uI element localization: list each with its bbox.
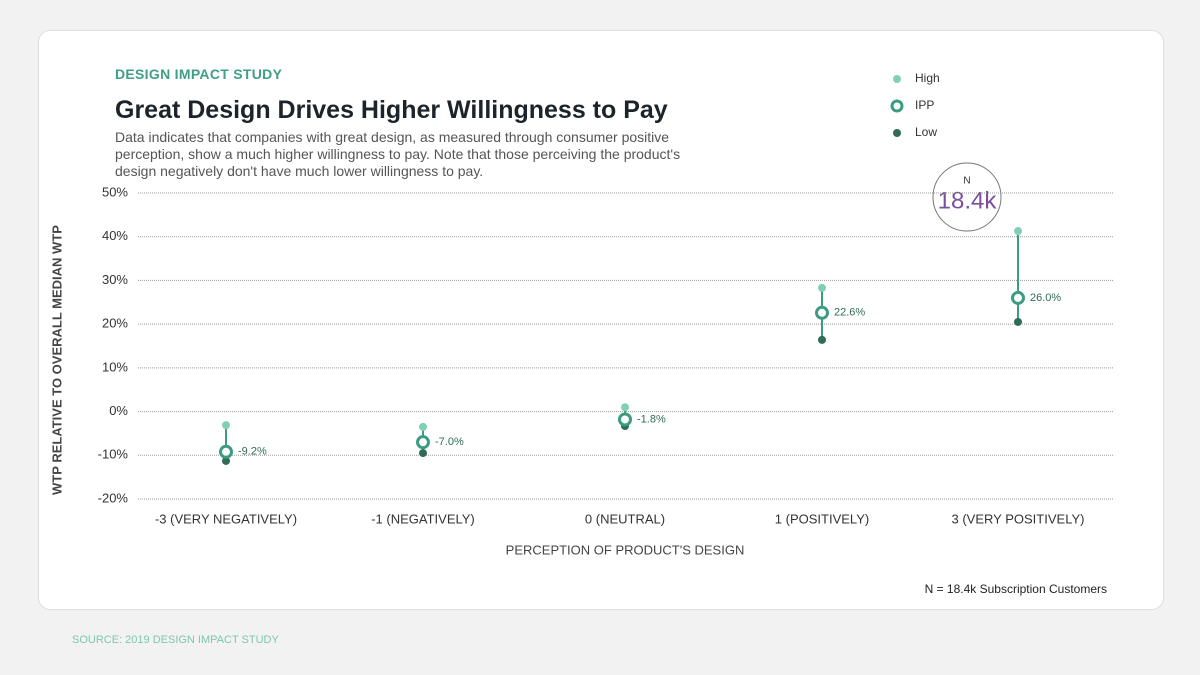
card (38, 30, 1164, 610)
legend-marker (893, 75, 901, 83)
badge (932, 162, 1002, 232)
source: SOURCE: 2019 DESIGN IMPACT STUDY (72, 634, 279, 646)
ipp-dot (815, 305, 829, 320)
y-tick-label: 10% (102, 359, 128, 374)
y-tick-label: 50% (102, 184, 128, 199)
ipp-dot (618, 412, 632, 427)
chart-title: Great Design Drives Higher Willingness t… (115, 96, 668, 124)
high-dot (222, 421, 230, 430)
value-label: -9.2% (238, 446, 267, 458)
y-tick-label: 40% (102, 228, 128, 243)
x-tick-label: 0 (NEUTRAL) (585, 511, 665, 526)
y-axis-label: WTP RELATIVE TO OVERALL MEDIAN WTP (49, 225, 64, 495)
ipp-dot (416, 435, 430, 450)
high-dot (818, 283, 826, 292)
y-tick-label: 20% (102, 316, 128, 331)
x-tick-label: 1 (POSITIVELY) (775, 511, 869, 526)
high-dot (419, 422, 427, 431)
ipp-dot (1011, 290, 1025, 305)
x-axis-label: PERCEPTION OF PRODUCT'S DESIGN (506, 542, 745, 557)
x-tick-label: -3 (VERY NEGATIVELY) (155, 511, 297, 526)
legend-label: Low (915, 125, 937, 139)
value-label: 26.0% (1030, 292, 1061, 304)
y-tick-label: 30% (102, 272, 128, 287)
y-tick-label: 0% (109, 403, 128, 418)
x-tick-label: -1 (NEGATIVELY) (371, 511, 475, 526)
low-dot (818, 335, 826, 344)
footnote: N = 18.4k Subscription Customers (925, 582, 1107, 596)
value-label: 22.6% (834, 307, 865, 319)
legend-marker (890, 99, 904, 113)
chart-subtitle: Data indicates that companies with great… (115, 129, 681, 179)
low-dot (419, 449, 427, 458)
badge-value: 18.4k (938, 187, 998, 214)
low-dot (222, 456, 230, 465)
low-dot (1014, 317, 1022, 326)
y-tick-label: -20% (98, 490, 129, 505)
badge-label: N (963, 176, 970, 187)
value-label: -7.0% (435, 436, 464, 448)
value-label: -1.8% (637, 413, 666, 425)
x-tick-label: 3 (VERY POSITIVELY) (952, 511, 1085, 526)
high-dot (621, 403, 629, 412)
legend-label: High (915, 71, 940, 85)
ipp-dot (219, 444, 233, 459)
kicker: DESIGN IMPACT STUDY (115, 66, 283, 82)
legend-label: IPP (915, 98, 934, 112)
legend-marker (893, 129, 901, 137)
high-dot (1014, 227, 1022, 236)
y-tick-label: -10% (98, 447, 129, 462)
